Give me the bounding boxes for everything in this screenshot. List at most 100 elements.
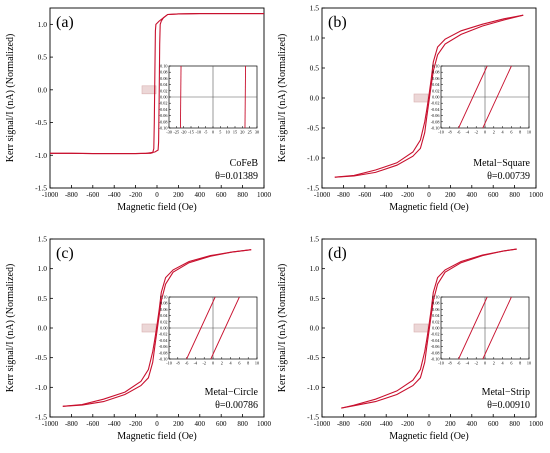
inset-y-tick-label: 0.00 xyxy=(432,326,439,331)
theta-value: θ=0.00786 xyxy=(215,400,258,411)
y-tick-label: 0.5 xyxy=(310,294,320,303)
inset-x-tick-label: 4 xyxy=(502,361,505,366)
x-tick-label: -1000 xyxy=(314,420,331,428)
inset-x-tick-label: -8 xyxy=(448,130,452,135)
inset-y-tick-label: 0.10 xyxy=(432,64,439,69)
y-tick-label: -1.5 xyxy=(307,413,319,422)
sample-name: CoFeB xyxy=(230,158,259,169)
zoom-region-box xyxy=(413,323,429,333)
inset-x-tick-label: 6 xyxy=(238,361,240,366)
inset-x-tick-label: 4 xyxy=(502,130,505,135)
inset-branch-1 xyxy=(482,296,512,360)
y-tick-label: -0.5 xyxy=(307,124,319,133)
inset-branch-0 xyxy=(458,296,488,360)
inset-y-tick-label: 0.10 xyxy=(160,64,167,69)
y-tick-label: 1.5 xyxy=(310,235,320,244)
inset-y-tick-label: 0.08 xyxy=(160,301,167,306)
chart-panel-1: -1000 -800 -600 -400 -200 0 200 400 600 800 1000 -1… xyxy=(277,4,544,214)
inset-y-tick-label: -0.04 xyxy=(159,107,169,112)
x-tick-label: 1000 xyxy=(529,191,544,199)
x-tick-label: -1000 xyxy=(42,420,59,428)
inset-x-tick-label: -4 xyxy=(466,130,470,135)
inset-chart: -10 -8 -6 -4 -2 0 2 4 6 8 10 0.100.080.060.040.02 0.… xyxy=(159,295,259,366)
inset-x-tick-label: 6 xyxy=(510,130,512,135)
y-tick-label: -0.5 xyxy=(35,353,47,362)
y-axis-label: Kerr signal/I (nA) (Normalized) xyxy=(5,264,16,393)
x-axis-label: Magnetic field (Oe) xyxy=(117,431,196,442)
hysteresis-branch-1 xyxy=(62,249,252,407)
y-axis-label: Kerr signal/I (nA) (Normalized) xyxy=(277,34,288,163)
inset-y-tick-label: 0.08 xyxy=(160,70,167,75)
y-tick-label: -1.0 xyxy=(35,151,47,160)
inset-branch-0 xyxy=(458,65,488,129)
inset-x-tick-label: -2 xyxy=(474,361,478,366)
sample-name: Metal−Circle xyxy=(205,387,259,398)
x-tick-label: 600 xyxy=(216,191,227,199)
inset-x-tick-label: 8 xyxy=(519,361,521,366)
inset-branch-1 xyxy=(244,65,247,129)
x-tick-label: -800 xyxy=(65,420,78,428)
inset-x-tick-label: -2 xyxy=(202,361,206,366)
y-tick-label: -1.5 xyxy=(35,184,47,193)
x-tick-label: 1000 xyxy=(257,191,272,199)
x-tick-label: -200 xyxy=(129,420,142,428)
inset-y-tick-label: -0.10 xyxy=(159,126,168,131)
y-tick-label: -1.0 xyxy=(307,383,319,392)
hysteresis-branch-1 xyxy=(341,248,517,409)
inset-x-tick-label: -8 xyxy=(176,361,180,366)
inset-x-tick-label: 10 xyxy=(255,361,259,366)
x-axis-label: Magnetic field (Oe) xyxy=(389,202,468,213)
inset-y-tick-label: -0.08 xyxy=(431,350,440,355)
inset-x-tick-label: 8 xyxy=(519,130,521,135)
inset-x-tick-label: 25 xyxy=(248,130,252,135)
x-tick-label: -600 xyxy=(358,420,371,428)
y-tick-label: 1.0 xyxy=(310,34,320,43)
inset-y-tick-label: 0.06 xyxy=(160,76,167,81)
inset-x-tick-label: -4 xyxy=(466,361,470,366)
inset-x-tick-label: -20 xyxy=(181,130,187,135)
x-tick-label: 600 xyxy=(488,420,499,428)
inset-y-tick-label: -0.02 xyxy=(431,332,440,337)
inset-x-tick-label: -8 xyxy=(448,361,452,366)
x-tick-label: -1000 xyxy=(314,191,331,199)
x-tick-label: 200 xyxy=(445,191,456,199)
inset-x-tick-label: 20 xyxy=(240,130,244,135)
x-tick-label: 400 xyxy=(195,191,206,199)
y-axis-label: Kerr signal/I (nA) (Normalized) xyxy=(277,264,288,393)
inset-x-tick-label: -2 xyxy=(474,130,478,135)
inset-y-tick-label: -0.10 xyxy=(431,126,440,131)
inset-y-tick-label: -0.04 xyxy=(431,107,441,112)
inset-x-tick-label: -10 xyxy=(438,361,444,366)
x-tick-label: -1000 xyxy=(42,191,59,199)
y-axis-label: Kerr signal/I (nA) (Normalized) xyxy=(5,34,16,163)
inset-chart: -30 -25 -20 -15 -10 -5 0 5 10 15 20 25 300.100.080.0… xyxy=(159,64,259,135)
inset-x-tick-label: 10 xyxy=(527,130,531,135)
x-tick-label: 400 xyxy=(195,420,206,428)
y-tick-label: 1.0 xyxy=(38,20,48,29)
chart-panel-3: -1000 -800 -600 -400 -200 0 200 400 600 800 1000 -1… xyxy=(277,235,544,443)
sample-name: Metal−Square xyxy=(473,158,530,169)
x-tick-label: 400 xyxy=(467,191,478,199)
inset-x-tick-label: 30 xyxy=(255,130,259,135)
inset-x-tick-label: 4 xyxy=(230,361,233,366)
inset-y-tick-label: 0.04 xyxy=(432,313,440,318)
chart-panel-0: -1000 -800 -600 -400 -200 0 200 400 600 800 1000-1… xyxy=(5,7,272,213)
sample-name: Metal−Strip xyxy=(482,387,530,398)
y-tick-label: -1.0 xyxy=(307,154,319,163)
inset-x-tick-label: 8 xyxy=(247,361,249,366)
inset-chart: -10 -8 -6 -4 -2 0 2 4 6 8 10 0.100.080.060.040.02 0.… xyxy=(431,64,531,135)
x-tick-label: 200 xyxy=(445,420,456,428)
inset-y-tick-label: -0.10 xyxy=(159,357,168,362)
inset-y-tick-label: 0.06 xyxy=(432,76,439,81)
y-tick-label: 0.0 xyxy=(310,94,320,103)
x-tick-label: -400 xyxy=(380,191,393,199)
inset-y-tick-label: 0.02 xyxy=(160,319,167,324)
inset-x-tick-label: 10 xyxy=(527,361,531,366)
x-tick-label: 800 xyxy=(237,191,248,199)
y-tick-label: 1.0 xyxy=(310,264,320,273)
inset-y-tick-label: -0.10 xyxy=(431,357,440,362)
inset-branch-1 xyxy=(210,296,240,360)
inset-x-tick-label: 10 xyxy=(226,130,230,135)
x-tick-label: -400 xyxy=(380,420,393,428)
